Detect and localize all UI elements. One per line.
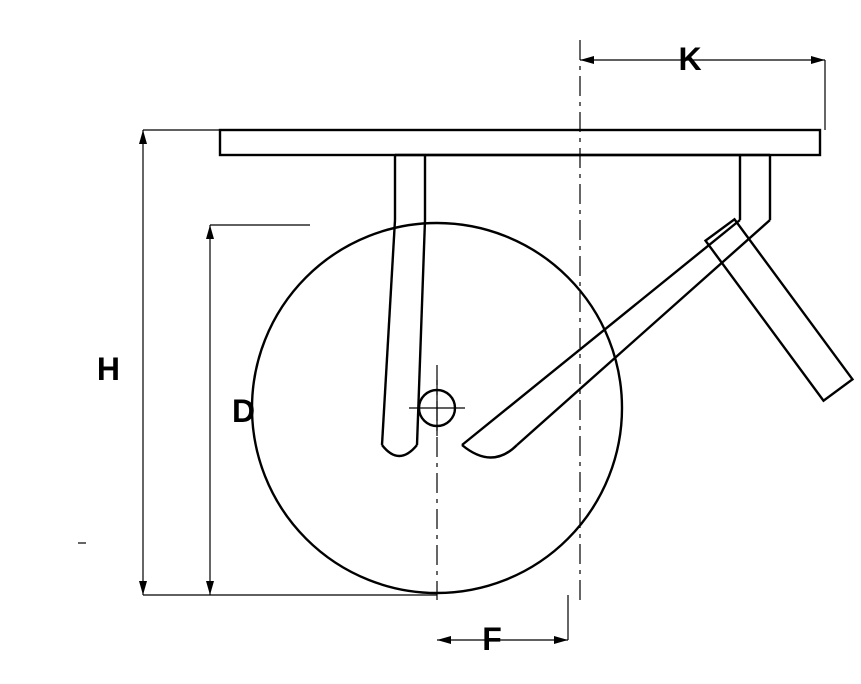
label-d: D xyxy=(232,393,255,429)
top-plate xyxy=(220,130,820,155)
leg-right-inner xyxy=(462,220,740,445)
arrow-head xyxy=(437,636,451,644)
leg-right-arc xyxy=(462,445,517,458)
arrow-head xyxy=(206,225,214,239)
arrow-head xyxy=(554,636,568,644)
brake-lever xyxy=(706,219,853,400)
arrow-head xyxy=(206,581,214,595)
arrow-head xyxy=(580,56,594,64)
leg-left-arc xyxy=(382,445,417,456)
label-f: F xyxy=(482,621,502,657)
arrow-head xyxy=(139,130,147,144)
label-h: H xyxy=(97,351,120,387)
arrow-head xyxy=(139,581,147,595)
leg-left-outer xyxy=(382,220,395,445)
label-k: K xyxy=(678,41,701,77)
arrow-head xyxy=(811,56,825,64)
leg-right-outer xyxy=(517,220,770,445)
